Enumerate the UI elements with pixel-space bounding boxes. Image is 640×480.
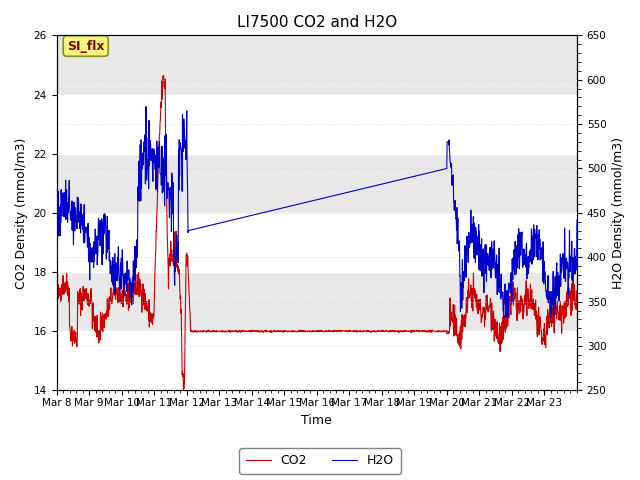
H2O — [573, 217, 581, 223]
H2O — [500, 315, 508, 321]
CO2 — [540, 333, 548, 338]
Bar — [56, 331, 577, 390]
Bar — [56, 36, 577, 95]
H2O — [540, 259, 548, 264]
Line: CO2: CO2 — [56, 75, 577, 389]
H2O — [146, 137, 154, 143]
Text: SI_flx: SI_flx — [67, 39, 104, 52]
Bar — [56, 154, 577, 213]
Legend: CO2, H2O: CO2, H2O — [239, 448, 401, 474]
H2O — [289, 203, 296, 208]
H2O — [319, 195, 327, 201]
H2O — [142, 104, 150, 109]
X-axis label: Time: Time — [301, 414, 332, 427]
CO2 — [289, 328, 296, 334]
CO2 — [146, 313, 154, 319]
CO2 — [573, 307, 581, 312]
CO2 — [52, 296, 60, 301]
CO2 — [63, 287, 70, 292]
H2O — [412, 173, 419, 179]
Y-axis label: CO2 Density (mmol/m3): CO2 Density (mmol/m3) — [15, 137, 28, 288]
CO2 — [160, 72, 168, 78]
Title: LI7500 CO2 and H2O: LI7500 CO2 and H2O — [237, 15, 397, 30]
Bar — [56, 272, 577, 331]
Line: H2O: H2O — [56, 107, 577, 318]
Y-axis label: H2O Density (mmol/m3): H2O Density (mmol/m3) — [612, 137, 625, 289]
H2O — [52, 245, 60, 251]
CO2 — [180, 386, 188, 392]
Bar — [56, 95, 577, 154]
Bar — [56, 213, 577, 272]
CO2 — [412, 328, 420, 334]
H2O — [63, 204, 70, 209]
CO2 — [319, 329, 327, 335]
